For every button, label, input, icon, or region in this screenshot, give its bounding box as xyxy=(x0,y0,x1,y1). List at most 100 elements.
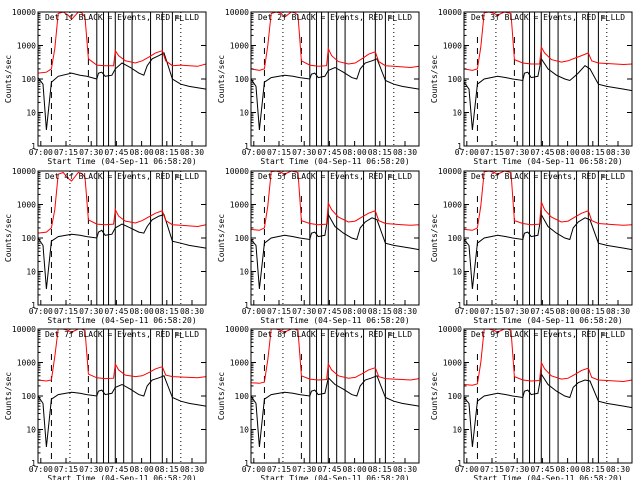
x-tick-label: 08:00 xyxy=(556,465,580,474)
y-tick-label: 1 xyxy=(244,459,249,468)
y-tick-label: 1 xyxy=(31,301,36,310)
label-mark-l: L xyxy=(179,14,184,23)
y-tick-label: 100 xyxy=(22,234,37,243)
label-mark-l: L xyxy=(392,173,397,182)
x-tick-label: 07:45 xyxy=(104,148,128,157)
x-tick-label: 07:00 xyxy=(29,307,53,316)
x-tick-label: 07:15 xyxy=(480,148,504,157)
x-tick-label: 07:15 xyxy=(54,307,78,316)
x-tick-label: 08:00 xyxy=(130,148,154,157)
x-tick-label: 07:30 xyxy=(505,148,529,157)
x-tick-label: 08:30 xyxy=(393,148,417,157)
y-axis-label: Counts/sec xyxy=(4,214,13,262)
x-axis-label: Start Time (04-Sep-11 06:58:20) xyxy=(473,316,622,325)
label-mark-f: F xyxy=(174,14,179,23)
x-tick-label: 07:15 xyxy=(480,465,504,474)
y-tick-label: 1000 xyxy=(230,359,249,368)
series-lld xyxy=(38,171,206,234)
x-tick-label: 07:00 xyxy=(455,465,479,474)
x-tick-label: 07:45 xyxy=(317,148,341,157)
y-tick-label: 1 xyxy=(31,142,36,151)
label-mark-l: L xyxy=(605,14,610,23)
panel-title: Det 4f BLACK = Events, RED = LLD xyxy=(45,172,199,181)
y-tick-label: 100 xyxy=(235,75,250,84)
x-tick-label: 07:00 xyxy=(29,148,53,157)
y-tick-label: 100 xyxy=(448,392,463,401)
series-group xyxy=(251,329,419,448)
panel-title: Det 9f BLACK = Events, RED = LLD xyxy=(471,330,625,339)
label-mark-l: L xyxy=(605,173,610,182)
x-tick-label: 07:00 xyxy=(455,307,479,316)
x-tick-label: 07:00 xyxy=(242,465,266,474)
x-axis-label: Start Time (04-Sep-11 06:58:20) xyxy=(47,316,196,325)
x-tick-label: 08:15 xyxy=(155,307,179,316)
series-events xyxy=(251,58,419,131)
y-tick-label: 1 xyxy=(244,142,249,151)
series-group xyxy=(38,329,206,448)
y-tick-label: 10 xyxy=(26,268,36,277)
y-axis-label: Counts/sec xyxy=(430,214,439,262)
x-tick-label: 07:15 xyxy=(480,307,504,316)
series-lld xyxy=(464,329,632,386)
x-tick-label: 07:30 xyxy=(79,465,103,474)
y-tick-label: 10 xyxy=(26,426,36,435)
y-tick-label: 1 xyxy=(31,459,36,468)
x-tick-label: 07:45 xyxy=(317,465,341,474)
x-tick-label: 08:15 xyxy=(368,465,392,474)
y-tick-label: 100 xyxy=(235,234,250,243)
label-mark-l: L xyxy=(392,14,397,23)
y-tick-label: 10 xyxy=(239,426,249,435)
x-tick-label: 07:45 xyxy=(104,307,128,316)
y-tick-label: 10 xyxy=(239,268,249,277)
y-tick-label: 1000 xyxy=(443,201,462,210)
panel-title: Det 5f BLACK = Events, RED = LLD xyxy=(258,172,412,181)
y-tick-label: 1000 xyxy=(17,42,36,51)
x-tick-label: 07:30 xyxy=(79,148,103,157)
label-mark-f: F xyxy=(387,14,392,23)
series-group xyxy=(464,329,632,448)
x-tick-label: 08:15 xyxy=(368,307,392,316)
y-tick-label: 1000 xyxy=(17,359,36,368)
y-tick-label: 100 xyxy=(448,75,463,84)
y-tick-label: 10000 xyxy=(225,167,249,176)
series-events xyxy=(464,213,632,290)
x-tick-label: 08:30 xyxy=(180,465,204,474)
y-tick-label: 10000 xyxy=(438,325,462,334)
panel-title: Det 8f BLACK = Events, RED = LLD xyxy=(258,330,412,339)
x-tick-label: 07:45 xyxy=(317,307,341,316)
x-tick-label: 07:30 xyxy=(505,307,529,316)
label-mark-f: F xyxy=(600,331,605,340)
x-axis-label: Start Time (04-Sep-11 06:58:20) xyxy=(260,474,409,480)
x-tick-label: 08:15 xyxy=(581,307,605,316)
y-axis-label: Counts/sec xyxy=(4,55,13,103)
x-tick-label: 08:30 xyxy=(393,307,417,316)
label-mark-l: L xyxy=(179,331,184,340)
x-tick-label: 08:30 xyxy=(180,148,204,157)
x-tick-label: 08:30 xyxy=(606,148,630,157)
x-tick-label: 07:00 xyxy=(242,307,266,316)
y-tick-label: 1 xyxy=(457,459,462,468)
x-tick-label: 08:00 xyxy=(130,307,154,316)
x-tick-label: 08:00 xyxy=(556,148,580,157)
x-axis-label: Start Time (04-Sep-11 06:58:20) xyxy=(260,316,409,325)
x-tick-label: 07:00 xyxy=(455,148,479,157)
series-events xyxy=(464,372,632,448)
x-tick-label: 08:15 xyxy=(581,465,605,474)
panel-title: Det 2f BLACK = Events, RED = LLD xyxy=(258,13,412,22)
y-tick-label: 1000 xyxy=(230,201,249,210)
x-tick-label: 07:30 xyxy=(292,307,316,316)
x-tick-label: 07:15 xyxy=(267,148,291,157)
x-tick-label: 08:30 xyxy=(606,465,630,474)
label-mark-f: F xyxy=(600,173,605,182)
y-tick-label: 10000 xyxy=(225,8,249,17)
x-tick-label: 08:00 xyxy=(130,465,154,474)
label-mark-f: F xyxy=(600,14,605,23)
y-tick-label: 100 xyxy=(235,392,250,401)
y-tick-label: 100 xyxy=(448,234,463,243)
